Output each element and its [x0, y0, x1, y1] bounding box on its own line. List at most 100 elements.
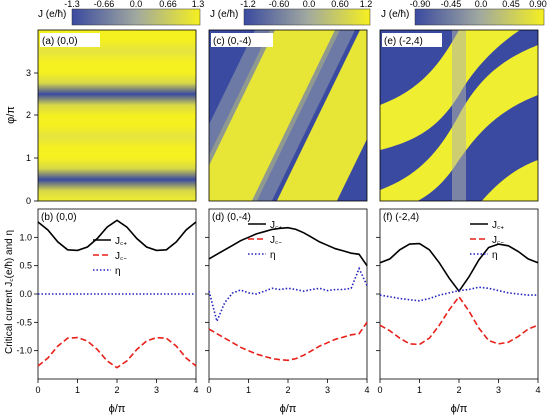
x-axis-title: ϕ/π	[280, 403, 297, 415]
colorbar-tick: 0.0	[303, 0, 316, 9]
heatmap-a: (a) (0,0)	[37, 29, 197, 202]
colorbar-tick: 0.66	[159, 0, 177, 9]
legend-label: η	[270, 250, 276, 261]
plot-frame	[37, 208, 197, 380]
heatmap-stripe	[380, 30, 520, 150]
colorbar-tick: 1.3	[192, 0, 205, 9]
series-line	[37, 336, 197, 369]
heatmap-field	[38, 30, 196, 201]
series-line	[208, 266, 368, 324]
plot-frame	[208, 29, 368, 202]
colorbar-tick: 0.0	[475, 0, 488, 9]
plot-frame	[208, 208, 368, 380]
y-tick-label: -0.5	[16, 317, 32, 327]
colorbar-e: J (e/ħ) -0.90 -0.45 0.0 0.45 0.90	[381, 0, 547, 26]
plot-frame	[379, 29, 539, 202]
legend-label: η	[492, 250, 498, 261]
heatmap-y-axis: 0 1 2 3 φ/π	[5, 68, 38, 206]
heatmap-stripes	[209, 30, 367, 201]
y-tick-label: 0.5	[19, 261, 32, 271]
x-tick-label: 0	[206, 385, 211, 395]
colorbar-tick: -1.3	[64, 0, 80, 9]
y-tick-label: 3	[26, 68, 31, 78]
colorbar-tick: -0.66	[94, 0, 115, 9]
series-line	[37, 219, 197, 252]
y-tick-label: 0	[26, 196, 31, 206]
heatmap-dip	[452, 30, 466, 201]
y-axis-title: φ/π	[5, 106, 17, 124]
x-tick-label: 3	[496, 385, 501, 395]
series-line	[208, 226, 368, 267]
y-tick-label: 1.0	[19, 232, 32, 242]
line-plot-d: 0 1 2 3 4 (d) (0,-4) J꜀₊ J꜀₋ η	[205, 208, 370, 395]
heatmap-stripe	[251, 30, 355, 201]
line-plot-b: 0 1 2 3 4 -1.0 -0.5 0.0 0.5 1.0 (b) (0,0) J꜀₊ J꜀₋ η	[16, 208, 199, 395]
colorbar-title: J (e/ħ)	[381, 9, 409, 20]
panel-label: (d) (0,-4)	[212, 212, 251, 223]
legend-label: J꜀₊	[270, 220, 282, 231]
colorbar-tick: 0.60	[331, 0, 349, 9]
y-tick-label: 1	[26, 153, 31, 163]
legend-label: J꜀₊	[492, 220, 504, 231]
panel-label: (f) (-2,4)	[383, 212, 419, 223]
heatmap-stripe	[209, 30, 340, 201]
colorbar-gradient	[414, 8, 545, 26]
colorbar-tick: -0.90	[410, 0, 431, 9]
x-tick-label: 2	[285, 385, 290, 395]
colorbar-tick: 1.2	[360, 0, 373, 9]
panel-label: (a) (0,0)	[42, 36, 78, 47]
y-tick-label: 0.0	[19, 289, 32, 299]
colorbar-c: J (e/ħ) -1.2 -0.60 0.0 0.60 1.2	[210, 0, 373, 26]
series-line	[379, 295, 539, 346]
x-tick-label: 2	[456, 385, 461, 395]
plot-frame	[37, 29, 197, 202]
legend-label: J꜀₋	[270, 235, 282, 246]
x-tick-label: 1	[75, 385, 80, 395]
x-tick-label: 1	[246, 385, 251, 395]
heatmap-stripe	[209, 30, 275, 166]
colorbar-title: J (e/ħ)	[210, 9, 238, 20]
series-line	[379, 286, 538, 302]
colorbar-tick: -0.60	[269, 0, 290, 9]
series-line	[208, 321, 368, 362]
panel-label: (e) (-2,4)	[384, 36, 423, 47]
panel-label: (b) (0,0)	[41, 212, 77, 223]
panel-label: (c) (0,-4)	[213, 36, 251, 47]
colorbar-tick: -1.2	[240, 0, 256, 9]
colorbar-tick: -0.45	[441, 0, 462, 9]
colorbar-tick: 0.90	[529, 0, 547, 9]
legend-label: η	[115, 266, 121, 277]
panel-label-bg	[40, 33, 100, 47]
colorbar-gradient	[71, 8, 201, 26]
y-tick-label: -1.0	[16, 346, 32, 356]
x-axis-title: ϕ/π	[109, 403, 126, 415]
legend-label: J꜀₋	[115, 251, 127, 262]
y-axis-title: Critical current J꜀(e/ħ) and η	[4, 230, 15, 354]
x-tick-label: 0	[377, 385, 382, 395]
heatmap-e: (e) (-2,4)	[379, 29, 539, 202]
y-tick-label: 2	[26, 110, 31, 120]
colorbar-a: J (e/ħ) -1.3 -0.66 0.0 0.66 1.3	[38, 0, 205, 26]
legend-label: J꜀₊	[115, 236, 127, 247]
x-tick-label: 4	[364, 385, 369, 395]
panel-label-bg	[211, 33, 273, 47]
heatmap-stripes	[380, 30, 538, 201]
panel-label-bg	[382, 33, 442, 47]
x-tick-label: 4	[193, 385, 198, 395]
x-tick-label: 1	[417, 385, 422, 395]
x-tick-label: 2	[114, 385, 119, 395]
heatmap-c: (c) (0,-4)	[208, 29, 368, 202]
colorbar-tick: 0.45	[502, 0, 520, 9]
x-tick-label: 3	[154, 385, 159, 395]
x-axis-title: ϕ/π	[451, 403, 468, 415]
x-tick-label: 3	[325, 385, 330, 395]
legend-label: J꜀₋	[492, 235, 504, 246]
line-plot-f: 0 1 2 3 4 (f) (-2,4) J꜀₊ J꜀₋ η	[376, 208, 541, 395]
heatmap-stripe	[481, 160, 538, 201]
colorbar-tick: 0.0	[130, 0, 143, 9]
colorbar-title: J (e/ħ)	[38, 9, 66, 20]
x-tick-label: 4	[535, 385, 540, 395]
x-tick-label: 0	[35, 385, 40, 395]
heatmap-stripe	[276, 30, 367, 201]
